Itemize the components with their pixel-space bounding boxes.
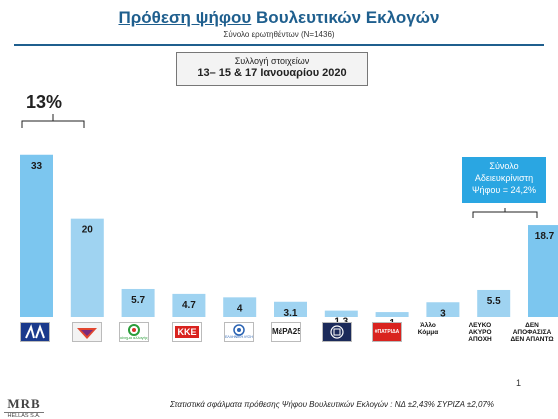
undecided-line-1: Σύνολο	[489, 161, 519, 171]
value-label-1: 20	[82, 225, 94, 236]
title-rest: Βουλευτικών Εκλογών	[256, 8, 440, 27]
fieldwork-label: Συλλογή στοιχείων	[234, 56, 310, 66]
sample-size: Σύνολο ερωτηθέντων (N=1436)	[223, 30, 335, 39]
value-label-9: 5.5	[487, 296, 501, 307]
header-divider	[14, 44, 544, 46]
undecided-cat-3: ΔΕΝ ΑΠΑΝΤΩ	[510, 336, 554, 343]
value-label-0: 33	[31, 161, 43, 172]
other-party-label: Άλλο Κόμμα	[406, 322, 450, 336]
difference-label: 13%	[26, 92, 63, 112]
mrb-brand: MRB	[7, 396, 41, 411]
bar-5	[274, 301, 307, 317]
footer-note: Στατιστικά σφάλματα πρόθεσης Ψήφου Βουλε…	[170, 400, 494, 409]
difference-bracket	[21, 114, 85, 128]
value-label-2: 5.7	[131, 295, 145, 306]
bar-3	[172, 293, 206, 317]
other-line-2: Κόμμα	[417, 329, 439, 336]
undecided-cat-1: ΔΕΝ	[525, 322, 539, 329]
syriza-logo	[72, 322, 102, 342]
mera-text: ΜέΡΑ25	[272, 327, 301, 336]
blank-vote-label: ΛΕΥΚΟ ΑΚΥΡΟ ΑΠΟΧΗ	[458, 322, 502, 343]
undecided-line-3: Ψήφου = 24,2%	[471, 185, 537, 195]
value-label-5: 3.1	[284, 308, 298, 319]
elliniki-text: ΕΛΛΗΝΙΚΗ ΛΥΣΗ	[225, 335, 253, 339]
patrida-text: #ΠΑΤΡΙΔΑ	[374, 329, 400, 335]
value-label-3: 4.7	[182, 300, 196, 311]
bar-6	[324, 310, 358, 317]
kke-logo: ΚΚΕ	[172, 322, 202, 342]
blank-line-1: ΛΕΥΚΟ	[468, 322, 492, 329]
undecided-label: ΔΕΝ ΑΠΟΦΑΣΙΣΑ ΔΕΝ ΑΠΑΝΤΩ	[510, 322, 554, 343]
mrb-logo: MRB HELLAS S.A.	[4, 396, 44, 419]
mera25-logo: ΜέΡΑ25	[271, 322, 301, 342]
bars	[20, 154, 558, 317]
bar-9	[477, 289, 511, 317]
bar-1	[70, 218, 104, 317]
bar-2	[121, 288, 155, 317]
value-label-8: 3	[440, 308, 446, 319]
bar-7	[375, 312, 409, 317]
xrysi-avgi-logo	[322, 322, 352, 342]
undecided-total-box: Σύνολο Αδειευκρίνιστη Ψήφου = 24,2%	[462, 157, 546, 203]
blank-line-3: ΑΠΟΧΗ	[468, 336, 492, 343]
kinal-text: κίνημα αλλαγής	[120, 335, 148, 340]
patrida-logo: #ΠΑΤΡΙΔΑ	[372, 322, 402, 342]
undecided-cat-2: ΑΠΟΦΑΣΙΣΑ	[512, 329, 552, 336]
kke-text: ΚΚΕ	[175, 326, 199, 338]
bar-10	[528, 225, 558, 317]
blank-line-2: ΑΚΥΡΟ	[468, 329, 492, 336]
bar-4	[223, 297, 257, 317]
fieldwork-dates: 13– 15 & 17 Ιανουαρίου 2020	[197, 67, 347, 79]
value-label-4: 4	[237, 303, 243, 314]
nd-logo	[20, 322, 50, 342]
page-number: 1	[516, 378, 522, 388]
other-line-1: Άλλο	[420, 322, 436, 329]
value-label-10: 18.7	[535, 231, 555, 242]
bar-8	[426, 302, 460, 317]
fieldwork-box: Συλλογή στοιχείων 13– 15 & 17 Ιανουαρίου…	[176, 52, 368, 86]
bar-0	[20, 154, 53, 317]
kinal-logo: κίνημα αλλαγής	[119, 322, 149, 342]
mrb-brand-sub: HELLAS S.A.	[4, 412, 44, 419]
undecided-line-2: Αδειευκρίνιστη	[474, 173, 534, 183]
page-title: Πρόθεση ψήφου Βουλευτικών Εκλογών	[0, 8, 558, 28]
elliniki-lysi-logo: ΕΛΛΗΝΙΚΗ ΛΥΣΗ	[224, 322, 254, 342]
title-underlined: Πρόθεση ψήφου	[118, 8, 252, 27]
undecided-bracket	[472, 208, 538, 218]
